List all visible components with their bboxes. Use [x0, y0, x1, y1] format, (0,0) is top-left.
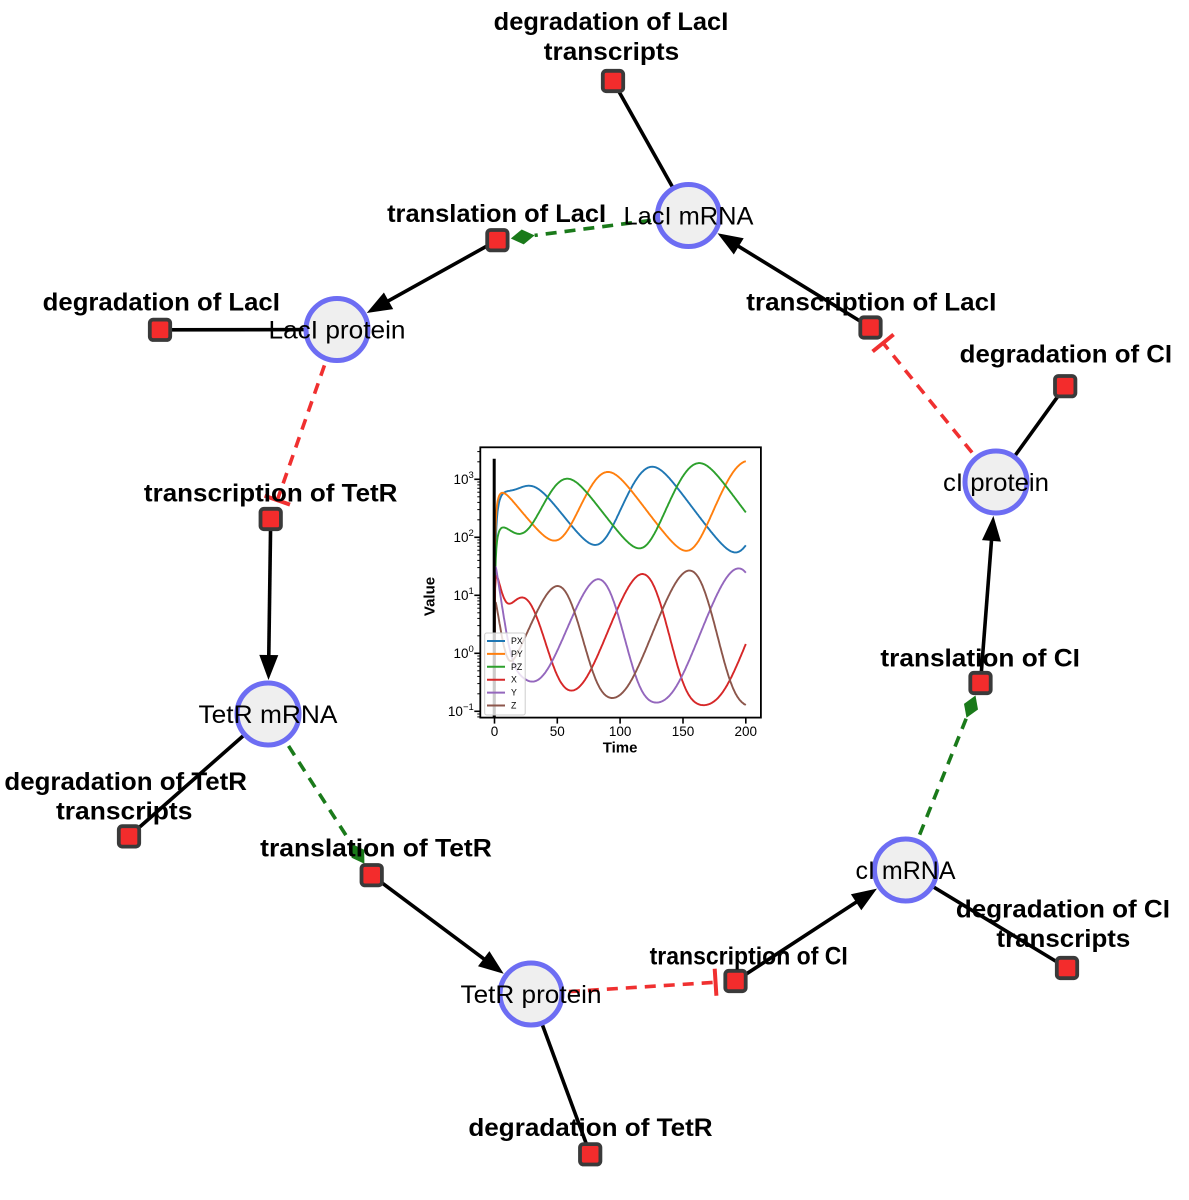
svg-text:Time: Time — [603, 740, 638, 757]
svg-text:Z: Z — [511, 701, 517, 711]
svg-text:degradation of LacI: degradation of LacI — [494, 8, 729, 36]
svg-text:PY: PY — [511, 649, 523, 659]
svg-text:150: 150 — [672, 724, 695, 739]
svg-text:translation of CI: translation of CI — [880, 645, 1080, 673]
svg-text:100: 100 — [609, 724, 632, 739]
svg-text:cI protein: cI protein — [943, 469, 1049, 497]
svg-text:translation of TetR: translation of TetR — [260, 834, 492, 862]
svg-text:transcription of CI: transcription of CI — [650, 942, 848, 970]
svg-text:TetR protein: TetR protein — [461, 981, 602, 1009]
svg-text:transcripts: transcripts — [996, 925, 1130, 953]
svg-text:PX: PX — [511, 636, 523, 646]
svg-text:degradation of CI: degradation of CI — [956, 895, 1170, 923]
svg-text:transcription of LacI: transcription of LacI — [746, 289, 996, 317]
svg-text:cI mRNA: cI mRNA — [856, 857, 956, 885]
svg-text:transcription of TetR: transcription of TetR — [144, 480, 398, 508]
svg-text:translation of LacI: translation of LacI — [387, 200, 606, 228]
svg-text:degradation of CI: degradation of CI — [960, 341, 1172, 369]
svg-text:transcripts: transcripts — [56, 798, 192, 826]
svg-text:200: 200 — [735, 724, 758, 739]
svg-text:Value: Value — [422, 577, 439, 616]
svg-text:PZ: PZ — [511, 662, 523, 672]
svg-text:degradation of TetR: degradation of TetR — [4, 768, 247, 796]
svg-text:LacI protein: LacI protein — [269, 317, 406, 345]
svg-text:50: 50 — [550, 724, 565, 739]
svg-text:transcripts: transcripts — [544, 38, 679, 66]
svg-text:degradation of LacI: degradation of LacI — [43, 288, 280, 316]
svg-text:X: X — [511, 675, 517, 685]
svg-text:TetR mRNA: TetR mRNA — [199, 701, 338, 729]
svg-text:LacI mRNA: LacI mRNA — [624, 203, 754, 231]
svg-text:0: 0 — [491, 724, 499, 739]
svg-text:degradation of TetR: degradation of TetR — [468, 1114, 712, 1142]
svg-text:Y: Y — [511, 688, 517, 698]
